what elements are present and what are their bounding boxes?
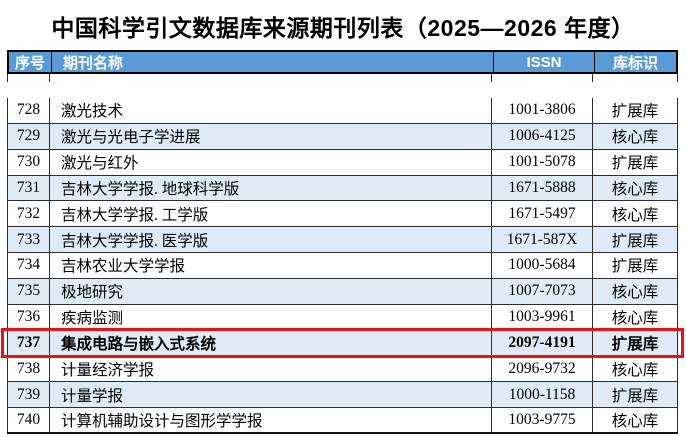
cell-issn: 1003-9775 — [492, 408, 593, 432]
cell-db-flag: 核心库 — [593, 408, 678, 432]
cell-row-number: 733 — [7, 227, 50, 253]
cell-db-flag: 核心库 — [593, 123, 678, 149]
cell-journal-name: 激光与红外 — [50, 149, 492, 175]
cell-journal-name: 计算机辅助设计与图形学学报 — [50, 408, 492, 432]
sliver-cell — [50, 74, 492, 82]
cell-db-flag: 扩展库 — [593, 98, 678, 123]
cell-journal-name: 激光技术 — [50, 98, 492, 123]
page-title: 中国科学引文数据库来源期刊列表（2025—2026 年度） — [51, 15, 635, 41]
cell-issn: 1671-587X — [492, 227, 593, 253]
cell-issn: 2097-4191 — [492, 330, 593, 356]
column-header-no: 序号 — [9, 52, 52, 72]
cell-journal-name: 计量经济学报 — [50, 356, 492, 382]
table-row: 738 计量经济学报 2096-9732 核心库 — [7, 356, 678, 383]
cell-issn: 2096-9732 — [492, 356, 593, 382]
table-row: 728 激光技术 1001-3806 扩展库 — [7, 98, 678, 124]
cell-row-number: 734 — [7, 253, 50, 278]
cell-journal-name: 吉林大学学报. 地球科学版 — [50, 175, 492, 201]
cell-journal-name: 激光与光电子学进展 — [50, 123, 492, 149]
cell-row-number: 732 — [7, 201, 50, 227]
cell-row-number: 739 — [7, 382, 50, 408]
table-row: 731 吉林大学学报. 地球科学版 1671-5888 核心库 — [7, 175, 678, 202]
table-row: 736 疾病监测 1003-9961 核心库 — [7, 304, 678, 331]
cell-journal-name: 吉林大学学报. 工学版 — [50, 201, 492, 227]
cell-issn: 1001-5078 — [492, 149, 593, 175]
sliver-cell — [593, 74, 678, 82]
cell-db-flag: 核心库 — [593, 175, 678, 201]
journal-table: 序号 期刊名称 ISSN 库标识 728 激光技术 1001-3806 扩展库 729 激… — [1, 50, 684, 434]
cell-row-number: 740 — [7, 408, 50, 432]
cell-issn: 1006-4125 — [492, 123, 593, 149]
cell-issn: 1007-7073 — [492, 278, 593, 304]
sliver-cell — [492, 74, 593, 82]
table-row: 739 计量学报 1000-1158 扩展库 — [7, 382, 678, 409]
cell-issn: 1671-5888 — [492, 175, 593, 201]
cell-row-number: 736 — [7, 304, 50, 330]
cell-row-number: 735 — [7, 278, 50, 304]
table-row: 734 吉林农业大学学报 1000-5684 扩展库 — [7, 253, 678, 279]
table-row-highlighted: 737 集成电路与嵌入式系统 2097-4191 扩展库 — [1, 327, 684, 359]
table-row: 732 吉林大学学报. 工学版 1671-5497 核心库 — [7, 201, 678, 228]
cell-db-flag: 核心库 — [593, 304, 678, 330]
cell-journal-name: 集成电路与嵌入式系统 — [50, 330, 492, 356]
sliver-cell — [7, 74, 50, 82]
cell-issn: 1003-9961 — [492, 304, 593, 330]
table-row: 733 吉林大学学报. 医学版 1671-587X 扩展库 — [7, 227, 678, 254]
cropped-row-sliver — [7, 74, 678, 82]
cell-db-flag: 扩展库 — [593, 227, 678, 253]
cell-row-number: 738 — [7, 356, 50, 382]
table-body: 728 激光技术 1001-3806 扩展库 729 激光与光电子学进展 1006-4125… — [1, 98, 684, 434]
cell-db-flag: 核心库 — [593, 278, 678, 304]
cell-db-flag: 扩展库 — [593, 149, 678, 175]
cell-db-flag: 扩展库 — [593, 253, 678, 278]
cell-row-number: 729 — [7, 123, 50, 149]
cell-issn: 1000-1158 — [492, 382, 593, 408]
cell-issn: 1001-3806 — [492, 98, 593, 123]
cell-journal-name: 计量学报 — [50, 382, 492, 408]
cell-journal-name: 疾病监测 — [50, 304, 492, 330]
cell-issn: 1000-5684 — [492, 253, 593, 278]
table-row: 735 极地研究 1007-7073 核心库 — [7, 278, 678, 305]
table-header-row: 序号 期刊名称 ISSN 库标识 — [7, 50, 678, 74]
cell-journal-name: 吉林农业大学学报 — [50, 253, 492, 278]
table-row: 740 计算机辅助设计与图形学学报 1003-9775 核心库 — [7, 408, 678, 434]
cell-db-flag: 扩展库 — [593, 382, 678, 408]
cell-row-number: 728 — [7, 98, 50, 123]
cell-issn: 1671-5497 — [492, 201, 593, 227]
cell-row-number: 737 — [7, 330, 50, 356]
column-header-journal-name: 期刊名称 — [52, 52, 494, 72]
cell-db-flag: 核心库 — [593, 201, 678, 227]
table-row: 730 激光与红外 1001-5078 扩展库 — [7, 149, 678, 176]
column-header-db-flag: 库标识 — [612, 54, 658, 72]
column-header-issn: ISSN — [494, 52, 595, 72]
cell-journal-name: 极地研究 — [50, 278, 492, 304]
cell-row-number: 731 — [7, 175, 50, 201]
cell-journal-name: 吉林大学学报. 医学版 — [50, 227, 492, 253]
cell-db-flag: 扩展库 — [593, 330, 678, 356]
table-row: 729 激光与光电子学进展 1006-4125 核心库 — [7, 123, 678, 150]
cell-db-flag: 核心库 — [593, 356, 678, 382]
cell-row-number: 730 — [7, 149, 50, 175]
